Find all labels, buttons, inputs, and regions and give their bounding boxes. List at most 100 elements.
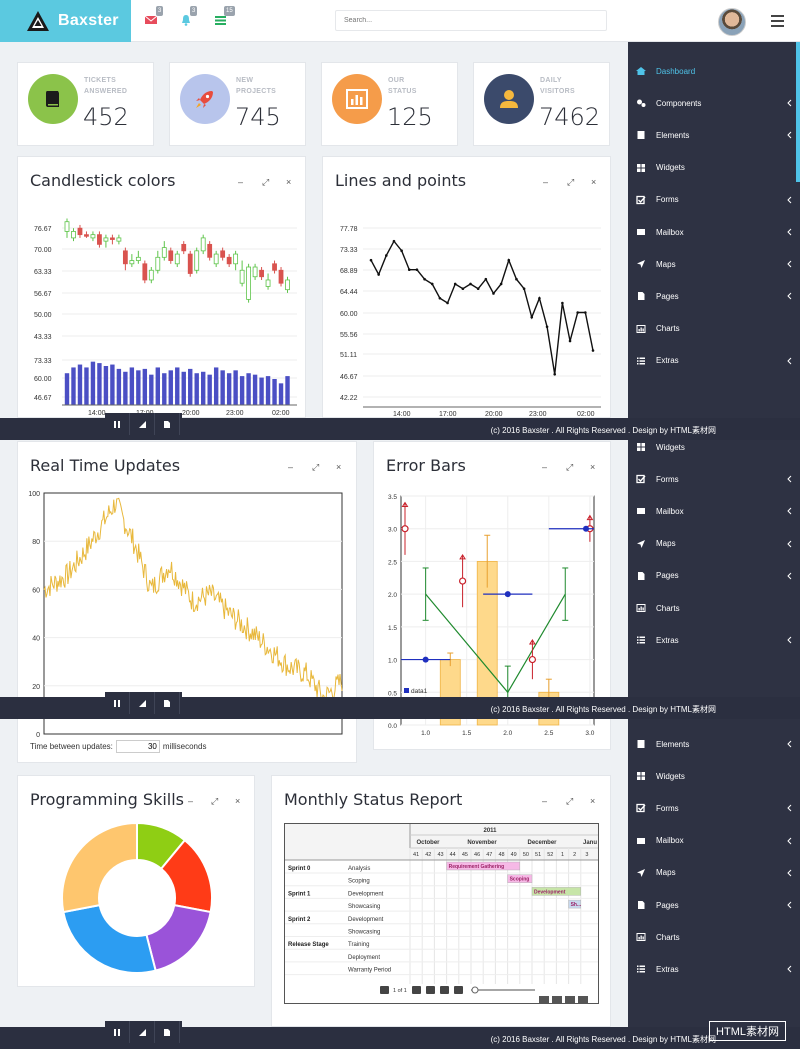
close-button[interactable]: × <box>590 796 596 806</box>
chevron-left-icon <box>787 572 792 580</box>
gantt-week: 52 <box>547 852 553 858</box>
candle-body <box>71 231 76 239</box>
mail-icon[interactable] <box>144 13 158 27</box>
chevron-left-icon <box>787 357 792 365</box>
signal-button[interactable] <box>130 413 155 435</box>
pause-icon <box>113 699 120 707</box>
sidebar-item-charts[interactable]: Charts <box>628 319 800 339</box>
candle-body <box>142 263 148 281</box>
signal-button[interactable] <box>130 692 155 714</box>
sidebar-item-extras[interactable]: Extras <box>628 959 800 979</box>
candle-body <box>90 234 96 239</box>
sidebar-item-label: Dashboard <box>656 66 696 76</box>
volume-bar <box>149 374 154 405</box>
file-button[interactable] <box>155 413 180 435</box>
next-page-button <box>412 986 421 994</box>
gantt-task-label: Scoping <box>348 879 370 885</box>
signal-button[interactable] <box>130 1021 155 1043</box>
expand-button[interactable]: ⤢ <box>567 177 575 187</box>
sidebar-item-maps[interactable]: Maps <box>628 254 800 274</box>
zoom-out-button <box>440 986 449 994</box>
panel-lines: Lines and points – ⤢ × 77.78 73.33 68.89 64… <box>322 156 611 418</box>
donut-slice <box>61 821 138 914</box>
file-button[interactable] <box>155 692 180 714</box>
legend-swatch <box>404 688 409 693</box>
search-input[interactable] <box>335 10 607 31</box>
pause-button[interactable] <box>105 692 130 714</box>
expand-button[interactable]: ⤢ <box>566 462 574 472</box>
close-button[interactable]: × <box>336 462 342 472</box>
candle-body <box>272 263 277 271</box>
sidebar-item-widgets[interactable]: Widgets <box>628 766 800 786</box>
candle-body <box>103 237 109 242</box>
top-bar: Baxster 3 3 15 <box>0 0 800 42</box>
gantt-grid: 2011 October November December Janu 41 42 43 44 4… <box>285 824 598 1003</box>
error-arrow <box>586 514 594 521</box>
chevron-left-icon <box>787 132 792 139</box>
user-icon <box>484 74 534 124</box>
minimize-button[interactable]: – <box>542 462 548 472</box>
y-tick-label: 1.0 <box>388 658 397 665</box>
expand-button[interactable]: ⤢ <box>566 796 574 806</box>
data-point <box>469 282 472 286</box>
sidebar-item-mailbox[interactable]: Mailbox <box>628 501 800 521</box>
sidebar-item-mailbox[interactable]: Mailbox <box>628 831 800 851</box>
minimize-button[interactable]: – <box>238 177 244 187</box>
bell-icon[interactable] <box>179 13 193 27</box>
volume-bar <box>207 374 212 405</box>
expand-button[interactable]: ⤢ <box>211 796 219 806</box>
tasks-icon[interactable] <box>214 13 228 27</box>
close-button[interactable]: × <box>235 796 241 806</box>
minimize-button[interactable]: – <box>542 796 548 806</box>
grid-icon <box>637 163 645 172</box>
sidebar-item-widgets[interactable]: Widgets <box>628 437 800 457</box>
minimize-button[interactable]: – <box>543 177 549 187</box>
minimize-button[interactable]: – <box>288 462 294 472</box>
menu-toggle-icon[interactable] <box>771 15 784 27</box>
y-tick-label: 73.33 <box>340 247 358 254</box>
sidebar-item-label: Mailbox <box>656 227 684 237</box>
candle-body <box>220 250 226 258</box>
close-button[interactable]: × <box>286 177 292 187</box>
volume-bar <box>77 364 83 405</box>
brand[interactable]: Baxster <box>0 0 131 42</box>
sidebar-item-components[interactable]: Components <box>628 93 800 113</box>
close-button[interactable]: × <box>590 462 596 472</box>
pause-button[interactable] <box>105 1021 130 1043</box>
sidebar-item-pages[interactable]: Pages <box>628 286 800 306</box>
sidebar-item-mailbox[interactable]: Mailbox <box>628 222 800 242</box>
x-tick-label: 14:00 <box>393 411 411 418</box>
sidebar-item-forms[interactable]: Forms <box>628 469 800 489</box>
sidebar-item-pages[interactable]: Pages <box>628 566 800 586</box>
sidebar-item-maps[interactable]: Maps <box>628 863 800 883</box>
close-button[interactable]: × <box>591 177 597 187</box>
sidebar-item-forms[interactable]: Forms <box>628 190 800 210</box>
sidebar-item-pages[interactable]: Pages <box>628 895 800 915</box>
sidebar-item-label: Mailbox <box>656 836 684 846</box>
sidebar-item-widgets[interactable]: Widgets <box>628 158 800 178</box>
sidebar-scrollbar[interactable] <box>796 42 800 182</box>
file-button[interactable] <box>155 1021 180 1043</box>
data-point <box>484 277 488 281</box>
x-tick-label: 23:00 <box>226 410 244 417</box>
sidebar-item-maps[interactable]: Maps <box>628 534 800 554</box>
y-tick-label: 60.00 <box>34 376 52 383</box>
update-interval-input[interactable] <box>115 740 160 753</box>
sidebar-item-charts[interactable]: Charts <box>628 927 800 947</box>
sidebar-item-charts[interactable]: Charts <box>628 598 800 618</box>
sidebar-item-elements[interactable]: Elements <box>628 734 800 754</box>
sidebar-item-dashboard[interactable]: Dashboard <box>628 61 800 81</box>
sidebar-item-extras[interactable]: Extras <box>628 630 800 650</box>
pause-button[interactable] <box>105 413 130 435</box>
avatar[interactable] <box>718 8 746 36</box>
sidebar-item-forms[interactable]: Forms <box>628 798 800 818</box>
expand-button[interactable]: ⤢ <box>312 462 320 472</box>
minimize-button[interactable]: – <box>188 796 194 806</box>
y-tick-label: 3.5 <box>388 494 397 501</box>
expand-button[interactable]: ⤢ <box>262 177 270 187</box>
y-tick-label: 60.00 <box>340 311 358 318</box>
sidebar-item-extras[interactable]: Extras <box>628 351 800 371</box>
gantt-bar-label: Requirement Gathering <box>449 864 505 870</box>
data-point <box>461 287 465 291</box>
sidebar-item-elements[interactable]: Elements <box>628 125 800 145</box>
